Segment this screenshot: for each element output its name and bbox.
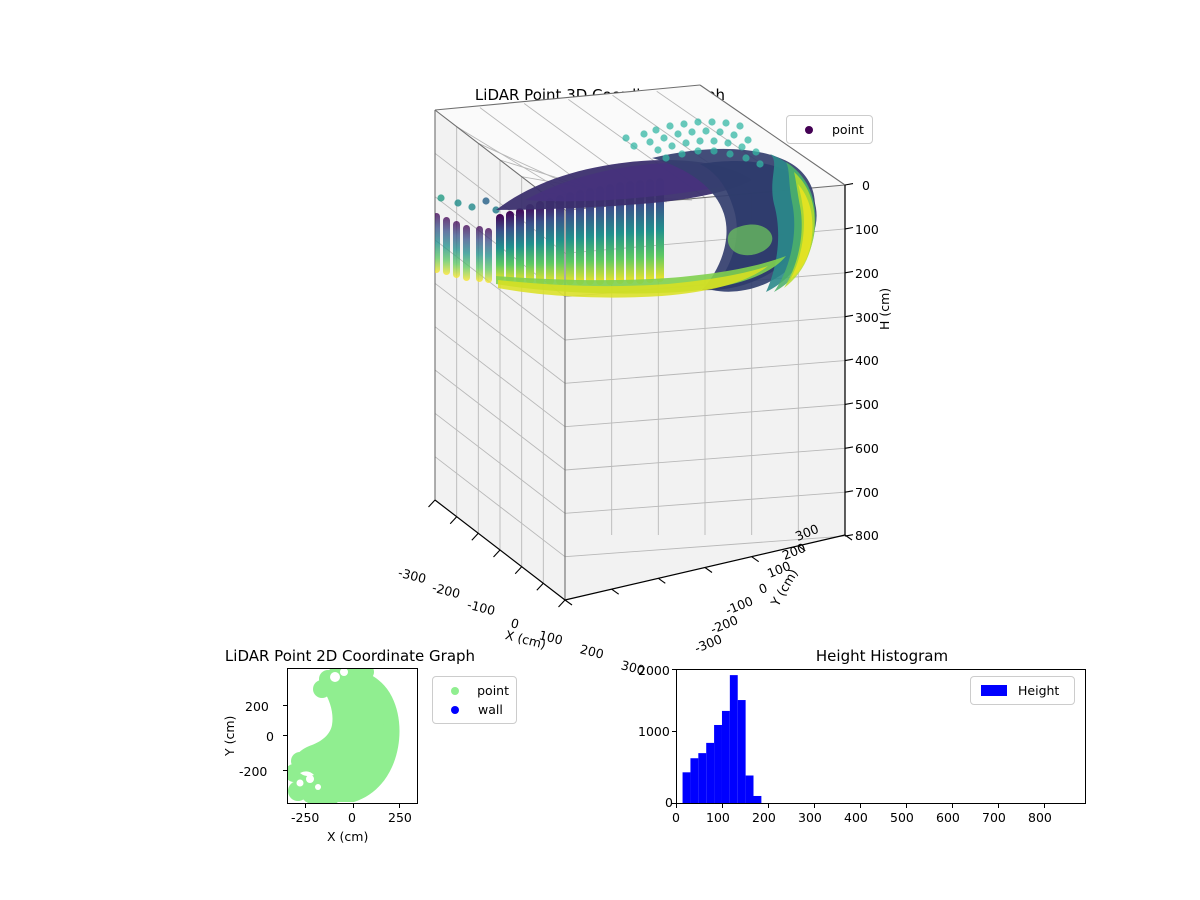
histogram-xtick-0: 0: [672, 810, 680, 825]
scatter2d-xtickmark-250: [399, 804, 400, 808]
histogram-xtickmark-300: [814, 804, 815, 808]
legend-item-point-2d[interactable]: point: [440, 681, 509, 700]
scatter2d-legend[interactable]: point wall: [432, 676, 517, 724]
scatter2d-gaps: [296, 669, 348, 790]
scatter2d-xtick-0: 0: [348, 810, 356, 825]
histogram-bar: [737, 700, 746, 803]
scatter3d-ztick-200: 200: [855, 266, 879, 281]
wall-marker-icon: [440, 705, 470, 714]
histogram-xtick-600: 600: [936, 810, 960, 825]
histogram-xtickmark-700: [998, 804, 999, 808]
histogram-xtick-700: 700: [982, 810, 1006, 825]
scatter3d-ztick-700: 700: [855, 485, 879, 500]
legend-item-point[interactable]: point: [794, 120, 865, 139]
histogram-xtickmark-0: [676, 804, 677, 808]
histogram-ytickmark-0: [672, 803, 676, 804]
scatter3d-ztick-800: 800: [855, 528, 879, 543]
histogram-ytickmark-2000: [672, 669, 676, 670]
histogram-xtickmark-500: [906, 804, 907, 808]
histogram-bar: [698, 753, 707, 803]
legend-label-point-2d: point: [477, 683, 509, 698]
histogram-xtickmark-200: [768, 804, 769, 808]
scatter2d-title: LiDAR Point 2D Coordinate Graph: [224, 647, 476, 665]
scatter2d-xtickmark--250: [305, 804, 306, 808]
legend-item-wall[interactable]: wall: [440, 700, 509, 719]
scatter3d-ztick-500: 500: [855, 397, 879, 412]
histogram-xtick-800: 800: [1028, 810, 1052, 825]
histogram-bars: [682, 675, 762, 803]
histogram-ytick-2000: 2000: [638, 663, 670, 678]
scatter2d-axes[interactable]: [287, 668, 418, 804]
histogram-xtickmark-800: [1044, 804, 1045, 808]
histogram-xtick-100: 100: [706, 810, 730, 825]
histogram-bar: [682, 772, 691, 803]
histogram-bar: [729, 675, 738, 803]
legend-item-height[interactable]: Height: [978, 681, 1067, 700]
scatter2d-xtick--250: -250: [291, 810, 320, 825]
scatter3d-legend[interactable]: point: [786, 115, 873, 144]
histogram-bar: [753, 795, 762, 803]
scatter2d-points: [288, 669, 400, 803]
scatter2d-ytick--200: -200: [239, 764, 268, 779]
point-cloud: [435, 118, 817, 298]
scatter2d-ytick-200: 200: [245, 699, 269, 714]
histogram-xtick-200: 200: [752, 810, 776, 825]
histogram-xtickmark-400: [860, 804, 861, 808]
scatter3d-canvas: [428, 84, 854, 608]
scatter2d-yaxis-label: Y (cm): [222, 715, 237, 756]
scatter3d-ztick-600: 600: [855, 441, 879, 456]
scatter2d-xtickmark-0: [353, 804, 354, 808]
height-patch-icon: [978, 685, 1010, 696]
point-marker-icon: [440, 686, 469, 695]
histogram-bar: [721, 710, 730, 803]
legend-label-point: point: [832, 122, 864, 137]
histogram-xtick-500: 500: [890, 810, 914, 825]
scatter3d-zaxis-label: H (cm): [877, 287, 892, 330]
histogram-xtick-300: 300: [798, 810, 822, 825]
histogram-ytickmark-1000: [672, 731, 676, 732]
histogram-canvas: [682, 675, 762, 803]
histogram-legend[interactable]: Height: [970, 676, 1075, 705]
scatter3d-ztick-300: 300: [855, 310, 879, 325]
scatter2d-ytickmark--200: [283, 770, 287, 771]
histogram-xtickmark-100: [722, 804, 723, 808]
scatter2d-ytickmark-0: [283, 735, 287, 736]
scatter3d-ztick-0: 0: [862, 178, 870, 193]
scatter3d-axes[interactable]: [300, 80, 920, 650]
legend-label-wall: wall: [478, 702, 503, 717]
histogram-ytick-0: 0: [665, 795, 673, 810]
scatter3d-ztick-100: 100: [855, 222, 879, 237]
scatter3d-ztick-400: 400: [855, 353, 879, 368]
legend-label-height: Height: [1018, 683, 1060, 698]
histogram-bar: [690, 758, 699, 803]
scatter2d-xaxis-label: X (cm): [327, 829, 369, 844]
histogram-bar: [714, 724, 722, 803]
histogram-xtickmark-600: [952, 804, 953, 808]
scatter2d-canvas: [288, 669, 400, 803]
histogram-ytick-1000: 1000: [638, 724, 670, 739]
point-marker-icon: [794, 125, 824, 134]
scatter2d-ytickmark-200: [283, 705, 287, 706]
scatter2d-ytick-0: 0: [266, 729, 274, 744]
histogram-bar: [745, 775, 754, 803]
histogram-title: Height Histogram: [815, 647, 949, 665]
scatter2d-xtick-250: 250: [388, 810, 412, 825]
histogram-xtick-400: 400: [844, 810, 868, 825]
histogram-bar: [706, 742, 715, 803]
